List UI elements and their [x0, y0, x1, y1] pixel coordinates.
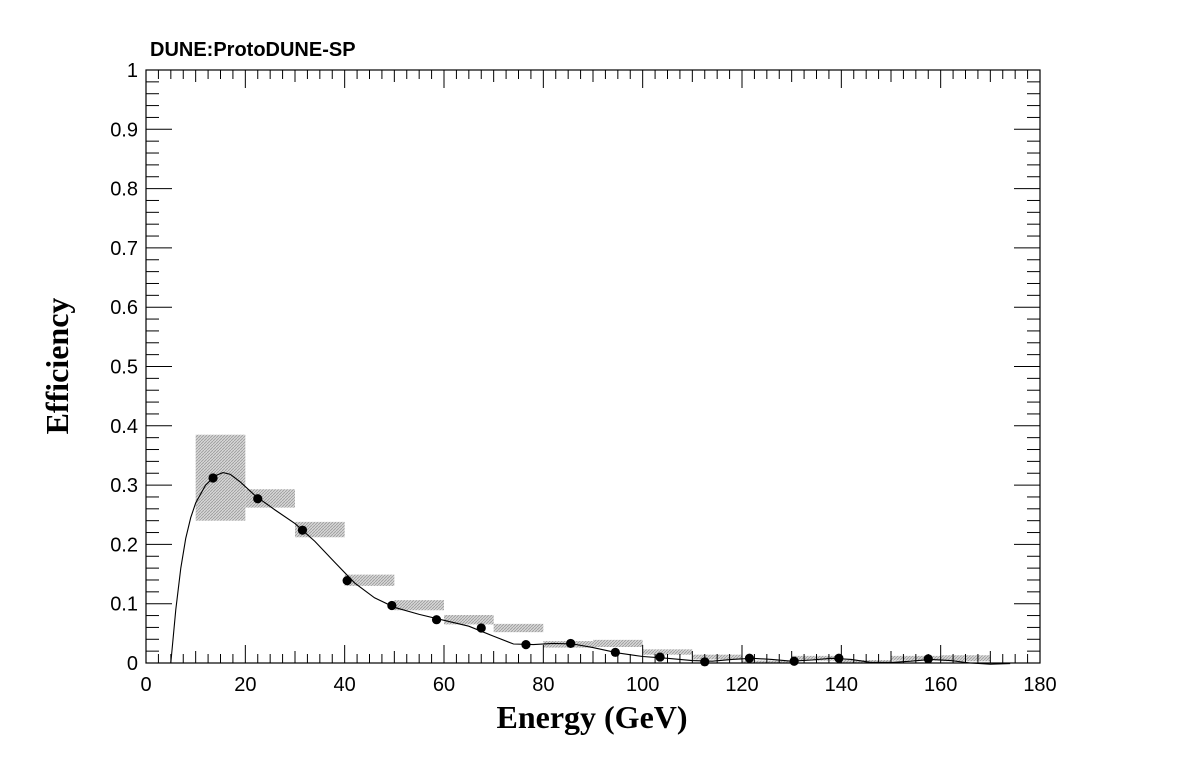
x-tick-label: 160 — [924, 674, 957, 696]
fit-curve — [170, 472, 1011, 665]
data-point-4 — [387, 600, 397, 611]
axis-ticks — [145, 69, 1041, 664]
x-tick-label: 20 — [234, 674, 256, 696]
error-box-5 — [444, 614, 494, 625]
y-tick-label: 0.5 — [110, 357, 138, 379]
x-tick-label: 60 — [433, 674, 455, 696]
error-box-8 — [593, 639, 643, 647]
plot-frame — [145, 69, 1041, 664]
error-box-0 — [195, 434, 246, 521]
data-point-7 — [521, 640, 531, 650]
data-point-6 — [476, 623, 486, 633]
x-tick-label: 100 — [626, 674, 659, 696]
x-axis-label: Energy (GeV) — [496, 699, 687, 735]
y-tick-label: 0.6 — [110, 297, 138, 319]
data-points — [208, 473, 933, 667]
data-point-2 — [297, 525, 308, 535]
data-point-3 — [342, 575, 352, 586]
data-point-1 — [253, 494, 263, 504]
chart-title: DUNE:ProtoDUNE-SP — [150, 39, 356, 61]
x-tick-label: 120 — [725, 674, 758, 696]
y-tick-label: 0.8 — [110, 179, 138, 201]
data-point-5 — [431, 615, 442, 625]
error-box-2 — [295, 521, 345, 538]
y-tick-label: 0 — [127, 653, 138, 675]
fit-curve-group — [170, 472, 1011, 665]
data-point-9 — [610, 647, 620, 657]
data-point-0 — [208, 473, 218, 483]
tick-labels: 0 20 40 60 80 100 120 140 160 180 0 0.1 0.2 0.3 0.4 0.5… — [110, 60, 1057, 696]
y-tick-label: 0.3 — [110, 475, 138, 497]
x-tick-label: 0 — [140, 674, 151, 696]
error-box-3 — [344, 574, 395, 586]
error-box-4 — [394, 600, 444, 611]
error-box-9 — [642, 649, 693, 655]
x-tick-label: 180 — [1023, 674, 1056, 696]
error-box-6 — [493, 623, 544, 633]
data-point-13 — [789, 656, 799, 666]
x-tick-label: 80 — [532, 674, 554, 696]
data-point-14 — [834, 653, 844, 663]
y-tick-label: 0.1 — [110, 594, 138, 616]
y-tick-label: 0.2 — [110, 534, 138, 556]
y-tick-label: 0.4 — [110, 416, 138, 438]
y-tick-label: 0.9 — [110, 119, 138, 141]
error-box-1 — [245, 489, 295, 508]
error-boxes — [195, 434, 991, 663]
x-tick-label: 40 — [334, 674, 356, 696]
x-tick-label: 140 — [825, 674, 858, 696]
y-axis-label: Efficiency — [39, 298, 75, 435]
data-point-10 — [655, 652, 665, 662]
data-point-12 — [744, 653, 755, 663]
data-point-8 — [566, 638, 576, 649]
y-tick-label: 1 — [127, 60, 138, 82]
y-tick-label: 0.7 — [110, 238, 138, 260]
